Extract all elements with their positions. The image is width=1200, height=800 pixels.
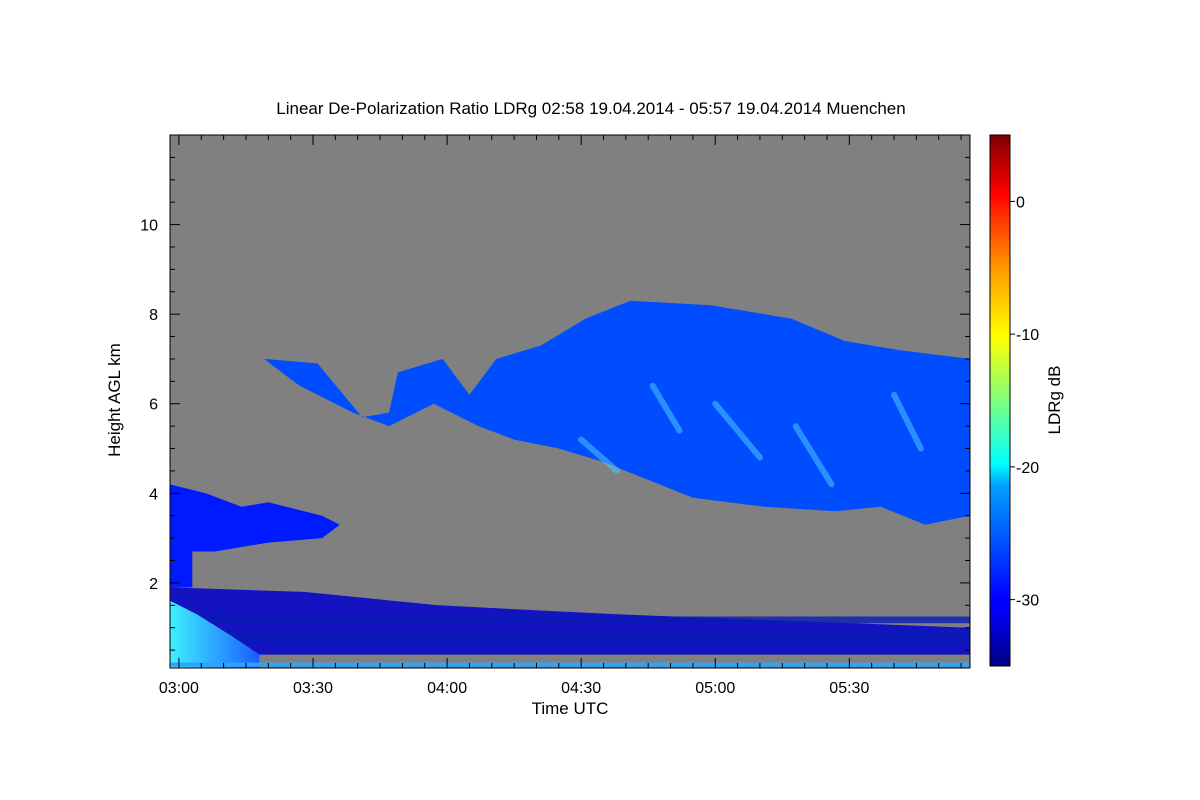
plot-frame <box>169 134 971 669</box>
colorbar-tick-label: -30 <box>1016 593 1039 610</box>
x-tick-label: 04:00 <box>427 680 467 697</box>
colorbar-ticks: 0 -10 -20 -30 <box>1010 194 1039 610</box>
y-tick-label: 6 <box>149 397 158 414</box>
surface-return-line <box>170 662 970 667</box>
cloud-texture-streak <box>712 400 763 461</box>
cloud-texture-streak <box>649 382 683 434</box>
x-tick-label: 03:00 <box>159 680 199 697</box>
x-tick-label: 04:30 <box>561 680 601 697</box>
x-tick-label: 05:30 <box>829 680 869 697</box>
data-regions <box>170 300 970 668</box>
cloud-texture-streak <box>578 436 620 474</box>
boundary-layer-band <box>170 632 970 644</box>
x-axis-label: Time UTC <box>532 699 609 718</box>
y-tick-label: 10 <box>140 218 158 235</box>
colorbar <box>989 134 1011 667</box>
y-tick-label: 4 <box>149 486 158 503</box>
cloud-texture-streak <box>792 423 835 488</box>
colorbar-tick-label: 0 <box>1016 194 1025 211</box>
y-tick-label: 8 <box>149 307 158 324</box>
region-low-cloud-layer <box>170 484 340 588</box>
colorbar-label: LDRg dB <box>1045 366 1064 435</box>
y-axis-label: Height AGL km <box>105 343 124 457</box>
boundary-layer-band <box>170 616 970 624</box>
axis-ticks: 03:00 03:30 04:00 04:30 05:00 05:30 2 4 6 8 10 <box>140 135 970 697</box>
region-mid-level-cloud-band <box>263 300 970 525</box>
colorbar-tick-label: -10 <box>1016 327 1039 344</box>
x-tick-label: 03:30 <box>293 680 333 697</box>
y-tick-label: 2 <box>149 576 158 593</box>
cloud-texture-streak <box>891 391 924 452</box>
x-tick-label: 05:00 <box>695 680 735 697</box>
region-near-surface-enhanced-depolarization <box>170 600 260 668</box>
colorbar-tick-label: -20 <box>1016 460 1039 477</box>
chart-title: Linear De-Polarization Ratio LDRg 02:58 … <box>276 99 905 118</box>
